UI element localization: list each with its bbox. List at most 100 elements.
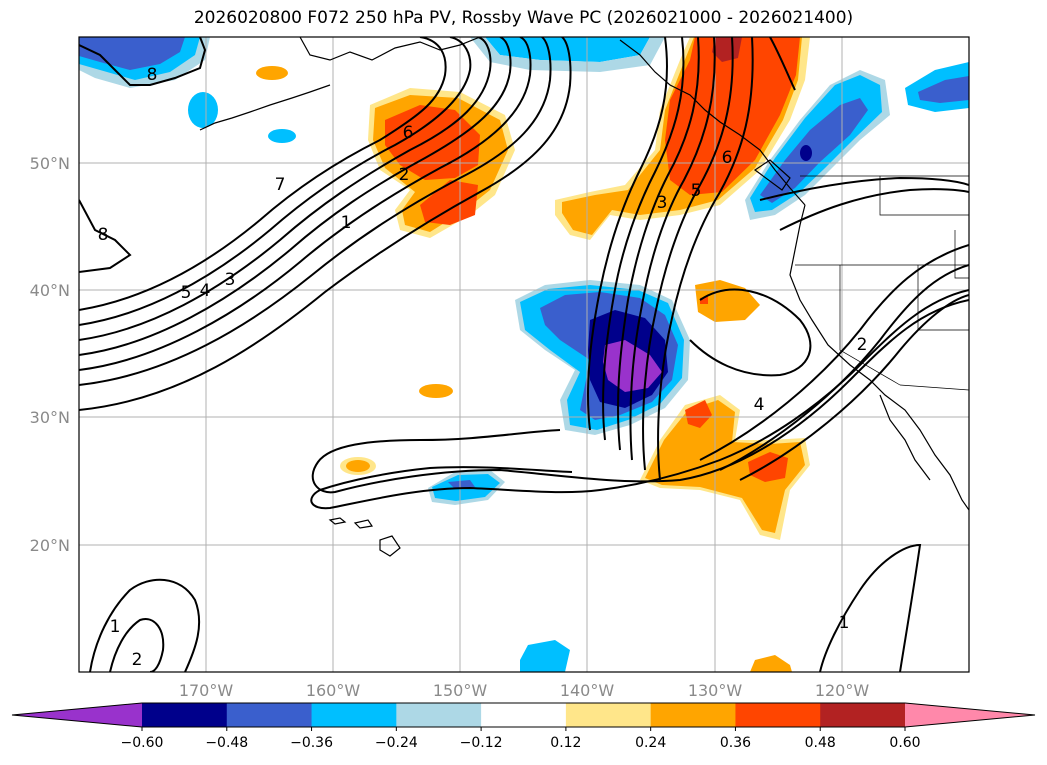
contour-label-16: 1 — [110, 617, 121, 637]
chart-title: 2026020800 F072 250 hPa PV, Rossby Wave … — [193, 8, 854, 28]
contour-label-9: 8 — [98, 225, 109, 245]
colorbar-tick-label: −0.36 — [290, 735, 333, 751]
fill-small-blue-1 — [188, 92, 218, 128]
contour-k — [629, 37, 716, 461]
border-states-1 — [879, 176, 969, 216]
lat-axis: 50°N 40°N 30°N 20°N — [30, 154, 70, 555]
fill-small-blue-2 — [268, 129, 296, 143]
colorbar-segment — [226, 703, 313, 727]
contour-h — [587, 37, 668, 431]
contour-label-12: 3 — [657, 193, 668, 213]
colorbar-segment — [142, 703, 228, 727]
fill-spot-orange-1 — [419, 384, 453, 398]
contour-x — [109, 618, 165, 672]
colorbar-tick-label: −0.48 — [205, 735, 248, 751]
fill-bc-darkred — [712, 37, 742, 62]
colorbar-tick-label: −0.12 — [460, 735, 503, 751]
contour-label-13: 4 — [754, 395, 765, 415]
contour-u — [779, 188, 969, 231]
contour-label-6: 5 — [181, 283, 192, 303]
contour-label-17: 2 — [132, 650, 143, 670]
colorbar-segment — [311, 703, 397, 727]
borders — [795, 175, 969, 391]
contour-label-1: 8 — [147, 65, 158, 85]
contour-e — [79, 37, 532, 371]
colorbar-tick-label: 0.36 — [720, 735, 751, 751]
contour-j — [617, 37, 700, 451]
contour-label-8: 3 — [225, 270, 236, 290]
contour-d — [79, 37, 512, 356]
coastline-hawaii-2 — [353, 519, 374, 529]
coastline-hawaii-3 — [379, 535, 401, 557]
contour-t — [759, 176, 969, 201]
colorbar-tick-label: −0.24 — [375, 735, 418, 751]
coastline-hawaii-1 — [328, 517, 347, 525]
colorbar-extend-low — [12, 703, 142, 727]
contour-pv-8-nw — [79, 37, 207, 86]
contour-c — [79, 37, 492, 341]
contour-m — [657, 37, 754, 481]
lon-tick-label-120: 120°W — [815, 681, 870, 700]
contour-y — [769, 37, 796, 91]
colorbar-tick-label: 0.60 — [889, 735, 920, 751]
colorbar-segment — [396, 703, 482, 727]
contour-i — [602, 37, 685, 441]
fill-small-orange-1 — [256, 66, 288, 80]
lon-tick-label-170: 170°W — [179, 681, 234, 700]
fill-south-red-1 — [685, 400, 712, 428]
contour-label-4: 7 — [275, 175, 286, 195]
border-states-4 — [954, 230, 969, 279]
colorbar-extend-high — [905, 703, 1035, 727]
fill-goa-red-2 — [420, 180, 478, 225]
contour-labels: 8 6 2 7 1 5 4 3 8 6 5 3 4 2 1 1 2 — [98, 65, 868, 670]
lon-axis: 170°W 160°W 150°W 140°W 130°W 120°W — [179, 681, 870, 700]
contour-label-10: 6 — [722, 148, 733, 168]
coastline-vancouver-island — [753, 159, 791, 191]
coastline-alaska — [299, 37, 481, 61]
contour-p — [699, 244, 969, 461]
fill-north-lightblue — [470, 37, 665, 72]
coastline-se-alaska — [619, 39, 806, 206]
lon-tick-label-150: 150°W — [433, 681, 488, 700]
contour-label-14: 2 — [857, 335, 868, 355]
lat-tick-label-20: 20°N — [30, 536, 70, 555]
contour-s — [689, 288, 812, 377]
lon-tick-label-140: 140°W — [560, 681, 615, 700]
map-content: 8 6 2 7 1 5 4 3 8 6 5 3 4 2 1 1 2 — [79, 37, 969, 672]
fill-spot-orange-5 — [750, 655, 792, 672]
lon-tick-label-160: 160°W — [306, 681, 361, 700]
contour-label-2: 6 — [403, 123, 414, 143]
lat-tick-label-50: 50°N — [30, 154, 70, 173]
colorbar: −0.60 −0.48 −0.36 −0.24 −0.12 0.12 0.24 0.36 0.4… — [11, 702, 1036, 751]
contour-a — [79, 37, 447, 311]
lon-tick-label-130: 130°W — [688, 681, 743, 700]
contour-label-7: 4 — [200, 281, 211, 301]
map-frame — [78, 36, 970, 673]
contour-q — [719, 264, 969, 471]
contour-b — [79, 37, 472, 326]
colorbar-segment — [820, 703, 906, 727]
contour-v — [819, 543, 922, 672]
coastlines — [199, 37, 969, 557]
colorbar-tick-label: −0.60 — [121, 735, 164, 751]
contour-label-5: 1 — [341, 213, 352, 233]
colorbar-segment — [565, 703, 652, 727]
pv-fill-layer — [79, 37, 969, 672]
colorbar-segment — [735, 703, 821, 727]
colorbar-segment — [650, 703, 736, 727]
colorbar-tick-label: 0.12 — [550, 735, 581, 751]
contour-o — [311, 299, 969, 494]
contour-label-15: 1 — [839, 613, 850, 633]
colorbar-tick-label: 0.48 — [805, 735, 836, 751]
fill-coast-blue — [760, 98, 868, 203]
contour-g — [79, 37, 572, 411]
coastline-aleutians — [199, 84, 331, 131]
pv-contours — [79, 37, 969, 672]
fill-spot-cyan-4 — [520, 640, 570, 672]
contour-f — [79, 37, 552, 386]
contour-label-11: 5 — [691, 181, 702, 201]
fill-goa-red-1 — [385, 105, 480, 180]
contour-r — [739, 294, 969, 481]
colorbar-tick-label: 0.24 — [635, 735, 666, 751]
